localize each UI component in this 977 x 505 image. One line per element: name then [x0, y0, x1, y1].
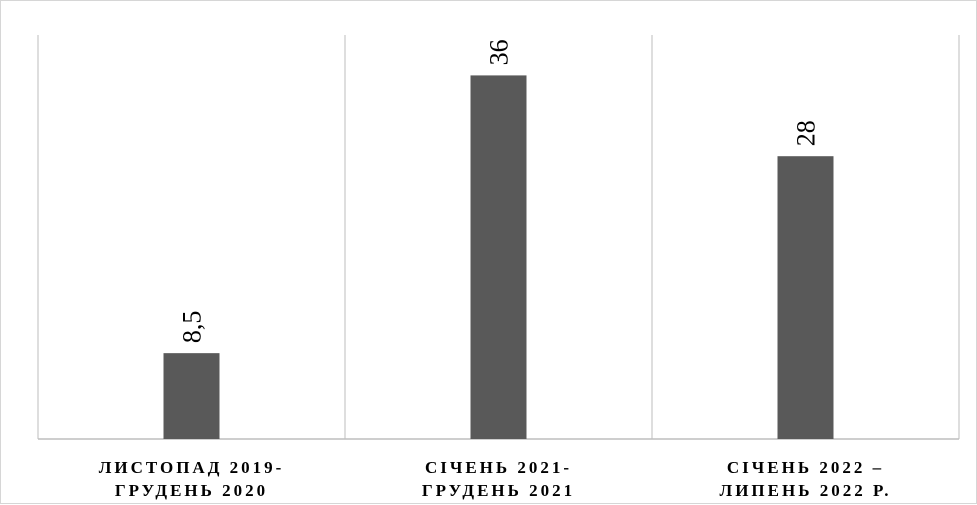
data-label-2: 36 [485, 39, 514, 65]
data-label-layer: 8,5 36 28 [178, 39, 821, 343]
bar-layer [163, 75, 834, 440]
data-label-3: 28 [792, 120, 821, 146]
category-label-2-line-2: ГРУДЕНЬ 2021 [422, 481, 575, 500]
category-label-1-line-1: ЛИСТОПАД 2019- [99, 458, 285, 477]
category-label-2-line-1: СІЧЕНЬ 2021- [425, 458, 572, 477]
category-label-layer: ЛИСТОПАД 2019- ГРУДЕНЬ 2020 СІЧЕНЬ 2021- ГР… [99, 458, 892, 500]
category-label-3-line-2: ЛИПЕНЬ 2022 Р. [720, 481, 892, 500]
category-label-3-line-1: СІЧЕНЬ 2022 – [727, 458, 884, 477]
bar-3 [777, 156, 834, 439]
bar-2 [470, 75, 527, 440]
category-label-1-line-2: ГРУДЕНЬ 2020 [115, 481, 268, 500]
data-label-1: 8,5 [178, 311, 207, 344]
bar-1 [163, 353, 220, 439]
